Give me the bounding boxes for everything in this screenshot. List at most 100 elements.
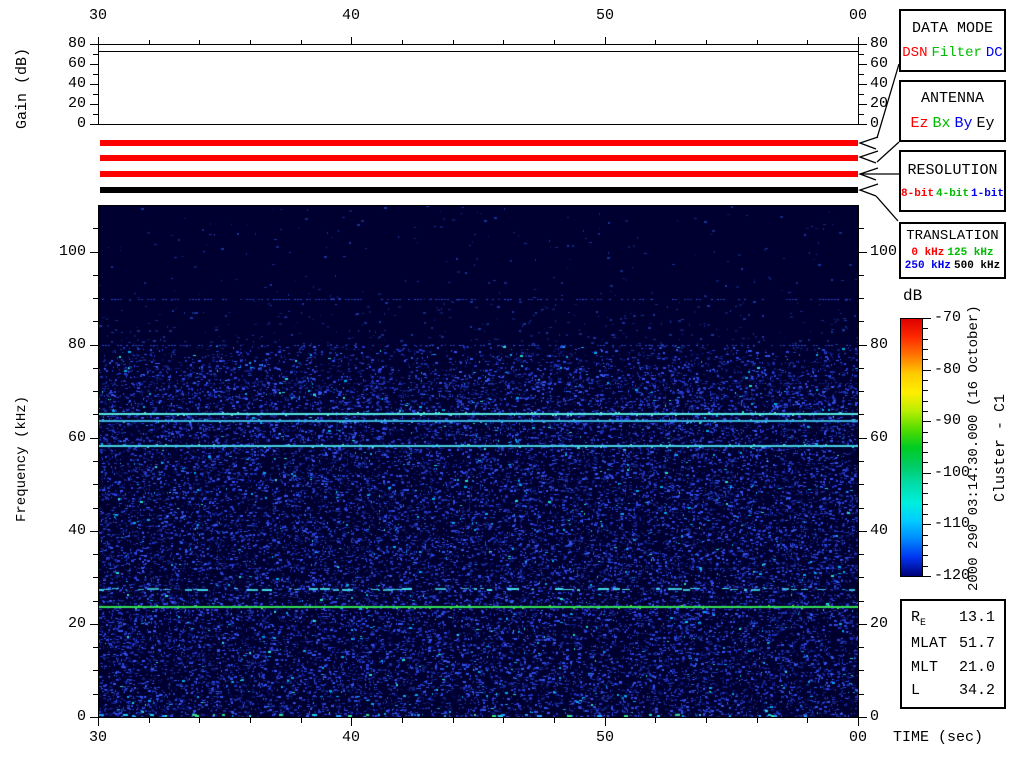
freq-tick-label-left: 0 [76, 708, 86, 725]
freq-minor-tick-left [93, 414, 98, 415]
gain-panel [98, 44, 859, 125]
gain-major-tick-left [90, 124, 98, 125]
colorbar-minor-tick [923, 462, 928, 463]
spacecraft-vertical: Cluster - C1 [992, 393, 1009, 503]
resolution-box: RESOLUTION 8-bit 4-bit 1-bit [899, 150, 1006, 212]
colorbar-tick-label: -80 [934, 361, 962, 378]
colorbar-minor-tick [923, 504, 928, 505]
freq-minor-tick-right [859, 508, 864, 509]
param-value: 13.1 [958, 609, 995, 627]
colorbar-major-tick [923, 473, 931, 474]
freq-major-tick-left [90, 531, 98, 532]
antenna-title: ANTENNA [920, 90, 984, 107]
freq-minor-tick-right [859, 228, 864, 229]
freq-minor-tick-right [859, 391, 864, 392]
legend-option-125-khz: 125 kHz [947, 247, 994, 260]
freq-minor-tick-left [93, 508, 98, 509]
freq-tick-label-left: 60 [67, 429, 86, 446]
colorbar-minor-tick [923, 390, 928, 391]
time-minor-tick-bottom [301, 718, 302, 723]
time-minor-tick-top [706, 40, 707, 44]
legend-option-4-bit: 4-bit [936, 188, 970, 201]
gain-tick-label-right: 20 [870, 95, 889, 112]
freq-major-tick-left [90, 624, 98, 625]
freq-minor-tick-left [93, 670, 98, 671]
frequency-axis-label: Frequency (kHz) [14, 395, 30, 523]
freq-major-tick-right [859, 438, 867, 439]
freq-minor-tick-right [859, 601, 864, 602]
param-row: RE 13.1 [911, 609, 995, 629]
time-major-tick-bottom [605, 718, 606, 726]
freq-major-tick-right [859, 717, 867, 718]
freq-tick-label-right: 0 [870, 708, 880, 725]
legend-option-1-bit: 1-bit [971, 188, 1005, 201]
colorbar [900, 318, 923, 577]
gain-major-tick-left [90, 104, 98, 105]
time-major-tick-bottom [858, 718, 859, 726]
translation-title: TRANSLATION [906, 227, 999, 244]
freq-tick-label-left: 80 [67, 336, 86, 353]
freq-minor-tick-left [93, 298, 98, 299]
time-major-tick-bottom [351, 718, 352, 726]
colorbar-minor-tick [923, 493, 928, 494]
translation-bar [100, 187, 858, 193]
legend-option-ey: Ey [976, 115, 995, 132]
freq-minor-tick-left [93, 461, 98, 462]
antenna-box: ANTENNA Ez Bx By Ey [899, 80, 1006, 142]
colorbar-major-tick [923, 576, 931, 577]
param-label: L [911, 681, 921, 699]
resolution-options: 8-bit 4-bit 1-bit [901, 188, 1004, 200]
gain-tick-label-left: 60 [67, 55, 86, 72]
freq-minor-tick-right [859, 461, 864, 462]
time-minor-tick-bottom [199, 718, 200, 723]
freq-major-tick-right [859, 531, 867, 532]
time-tick-label-top: 30 [88, 7, 107, 24]
freq-minor-tick-left [93, 391, 98, 392]
arrow-translation-icon [858, 183, 879, 197]
orbit-params-box: RE 13.1 MLAT 51.7 MLT 21.0 L 34.2 [900, 599, 1006, 709]
freq-minor-tick-left [93, 368, 98, 369]
colorbar-minor-tick [923, 401, 928, 402]
time-minor-tick-bottom [503, 718, 504, 723]
freq-minor-tick-left [93, 694, 98, 695]
time-minor-tick-top [554, 40, 555, 44]
time-major-tick-top [605, 37, 606, 44]
time-tick-label-bottom: 40 [341, 729, 360, 746]
freq-minor-tick-left [93, 321, 98, 322]
gain-major-tick-right [859, 84, 867, 85]
gain-tick-label-right: 60 [870, 55, 889, 72]
freq-major-tick-left [90, 252, 98, 253]
gain-minor-tick-left [93, 94, 98, 95]
gain-major-tick-right [859, 44, 867, 45]
freq-tick-label-left: 20 [67, 615, 86, 632]
time-minor-tick-top [503, 40, 504, 44]
time-major-tick-bottom [98, 718, 99, 726]
leader-line-antenna [876, 141, 900, 163]
time-minor-tick-bottom [757, 718, 758, 723]
colorbar-minor-tick [923, 349, 928, 350]
gain-major-tick-left [90, 84, 98, 85]
leader-line-translation [875, 195, 899, 222]
colorbar-minor-tick [923, 545, 928, 546]
freq-major-tick-right [859, 252, 867, 253]
gain-minor-tick-right [859, 114, 864, 115]
gain-minor-tick-right [859, 94, 864, 95]
time-minor-tick-bottom [402, 718, 403, 723]
freq-minor-tick-right [859, 484, 864, 485]
param-label: RE [911, 609, 927, 630]
legend-option-8-bit: 8-bit [901, 188, 935, 201]
arrow-data-mode-icon [858, 136, 879, 150]
gain-tick-label-right: 80 [870, 35, 889, 52]
time-minor-tick-bottom [149, 718, 150, 723]
legend-option-dsn: DSN [902, 45, 928, 62]
freq-minor-tick-left [93, 484, 98, 485]
legend-option-row: 250 kHz 500 kHz [905, 260, 1000, 273]
gain-tick-label-left: 80 [67, 35, 86, 52]
antenna-bar [100, 155, 858, 161]
legend-option-ez: Ez [910, 115, 929, 132]
gain-tick-label-left: 0 [76, 115, 86, 132]
spectrogram-canvas [99, 206, 858, 717]
colorbar-tick-label: -120 [934, 567, 971, 584]
colorbar-major-tick [923, 421, 931, 422]
colorbar-minor-tick [923, 411, 928, 412]
